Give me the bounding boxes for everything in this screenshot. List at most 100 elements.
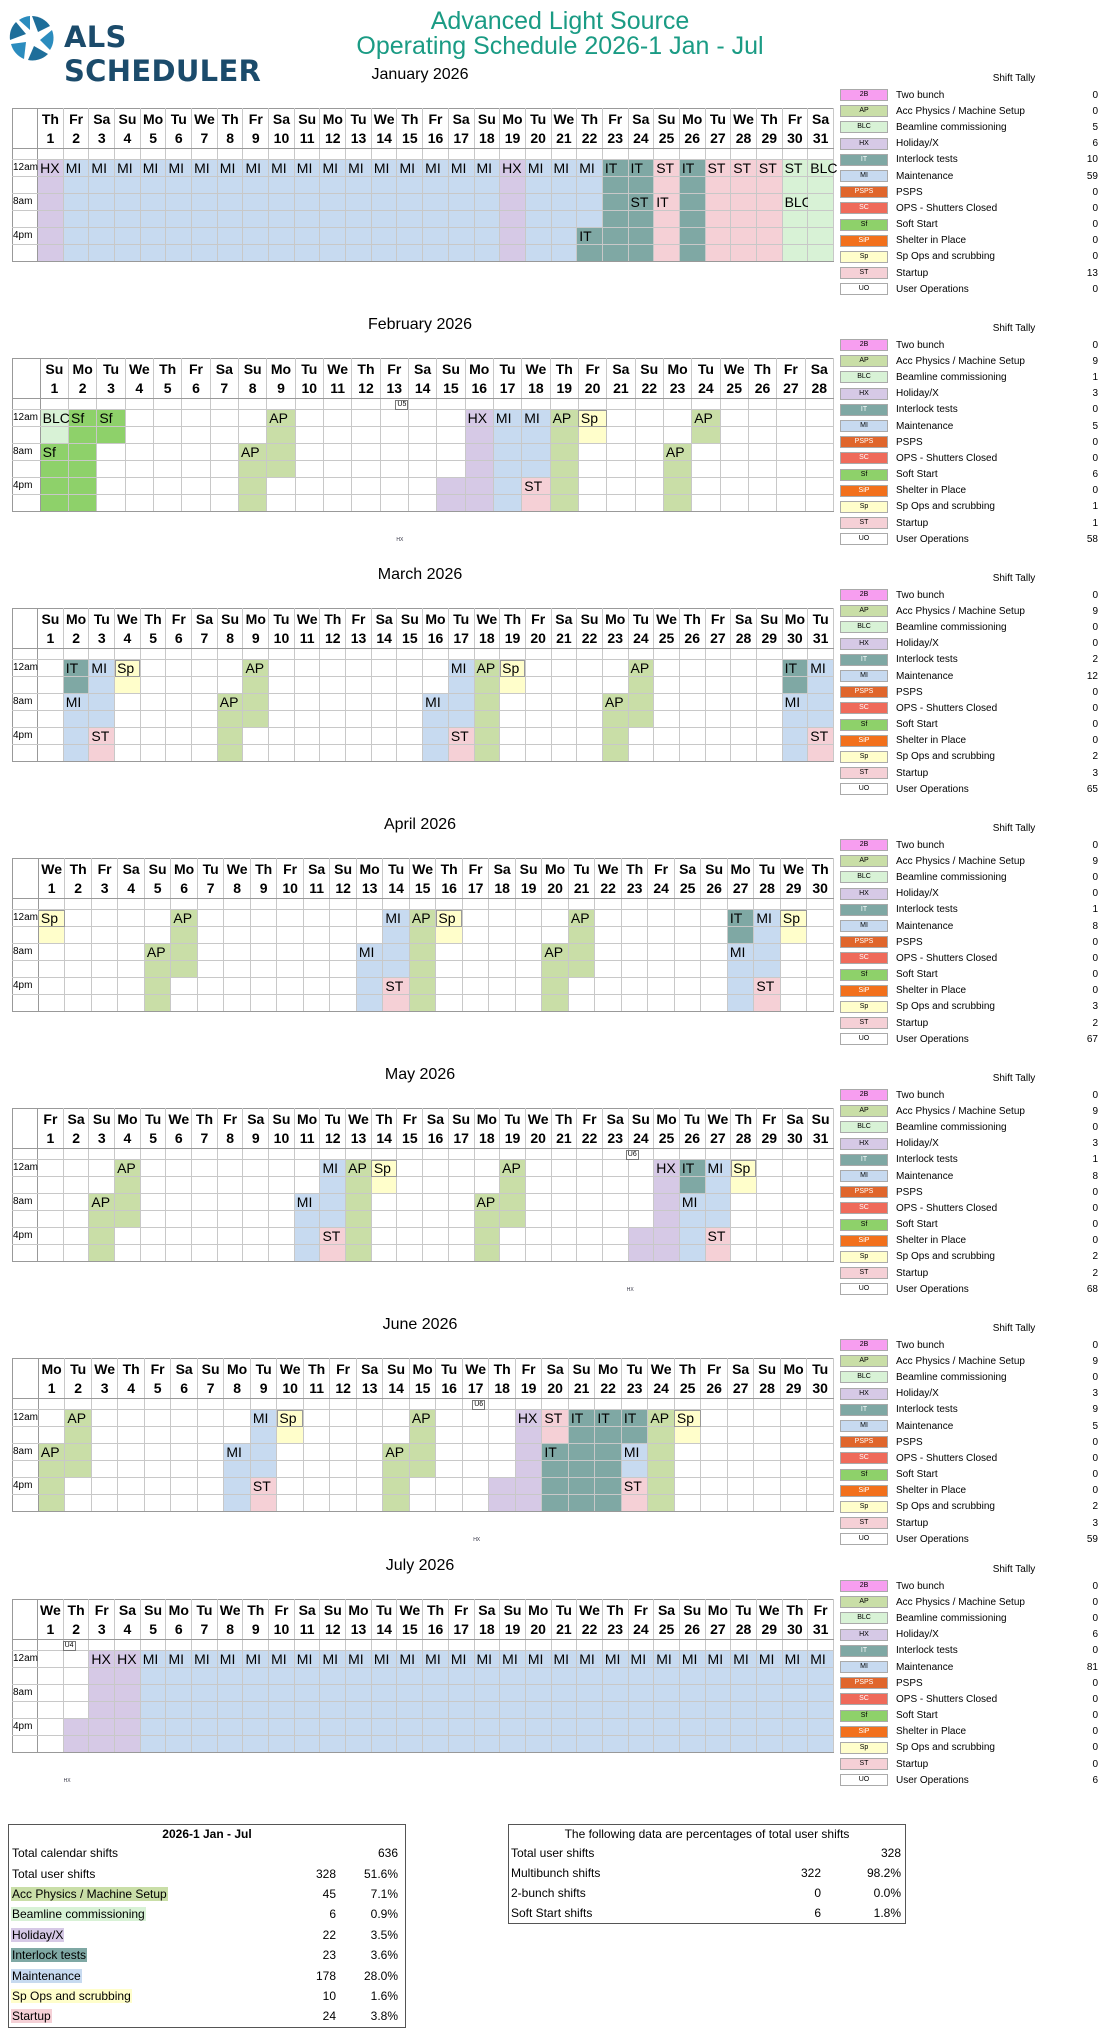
schedule-cell[interactable] <box>550 1667 578 1685</box>
schedule-cell[interactable]: Sp <box>577 409 608 427</box>
schedule-cell[interactable] <box>293 1684 321 1702</box>
schedule-cell[interactable] <box>319 244 347 262</box>
schedule-cell[interactable] <box>90 1409 119 1427</box>
schedule-cell[interactable]: MI <box>521 409 551 427</box>
schedule-cell[interactable] <box>302 994 331 1012</box>
schedule-cell[interactable]: MI <box>678 1193 706 1211</box>
schedule-cell[interactable] <box>634 443 664 461</box>
schedule-cell[interactable]: AP <box>237 443 268 461</box>
schedule-cell[interactable] <box>499 176 526 194</box>
schedule-cell[interactable] <box>473 727 501 745</box>
schedule-cell[interactable] <box>237 409 268 427</box>
schedule-cell[interactable] <box>88 176 116 194</box>
schedule-cell[interactable] <box>726 926 755 944</box>
schedule-cell[interactable] <box>601 210 629 228</box>
schedule-cell[interactable]: BLC <box>39 409 70 427</box>
schedule-cell[interactable] <box>62 1227 90 1245</box>
schedule-cell[interactable] <box>576 1244 603 1262</box>
schedule-cell[interactable] <box>268 193 295 211</box>
schedule-cell[interactable] <box>117 960 145 978</box>
schedule-cell[interactable] <box>435 994 463 1012</box>
schedule-cell[interactable] <box>627 1701 655 1719</box>
schedule-cell[interactable] <box>370 727 398 745</box>
schedule-cell[interactable] <box>276 909 304 927</box>
schedule-cell[interactable]: AP <box>567 909 596 927</box>
schedule-cell[interactable] <box>594 994 622 1012</box>
schedule-cell[interactable] <box>351 443 381 461</box>
schedule-cell[interactable] <box>779 977 808 995</box>
schedule-cell[interactable] <box>755 1176 783 1194</box>
schedule-cell[interactable] <box>396 1193 424 1211</box>
schedule-cell[interactable] <box>541 909 569 927</box>
schedule-cell[interactable] <box>293 676 321 694</box>
schedule-cell[interactable] <box>422 176 449 194</box>
schedule-cell[interactable] <box>627 1718 655 1736</box>
schedule-cell[interactable]: MI <box>753 909 781 927</box>
schedule-cell[interactable] <box>216 1735 244 1753</box>
schedule-cell[interactable] <box>755 1718 783 1736</box>
schedule-cell[interactable] <box>730 193 757 211</box>
schedule-cell[interactable] <box>755 244 783 262</box>
schedule-cell[interactable] <box>594 1477 622 1495</box>
schedule-cell[interactable] <box>355 1460 384 1478</box>
schedule-cell[interactable] <box>804 443 835 461</box>
schedule-cell[interactable] <box>139 744 167 762</box>
schedule-cell[interactable] <box>447 1159 475 1177</box>
schedule-cell[interactable] <box>577 494 608 512</box>
schedule-cell[interactable] <box>345 176 372 194</box>
schedule-cell[interactable] <box>114 210 141 228</box>
schedule-cell[interactable] <box>355 994 384 1012</box>
schedule-cell[interactable] <box>647 943 675 961</box>
schedule-cell[interactable] <box>514 1460 543 1478</box>
schedule-cell[interactable] <box>237 426 268 444</box>
schedule-cell[interactable] <box>730 676 757 694</box>
schedule-cell[interactable] <box>577 477 608 495</box>
schedule-cell[interactable] <box>601 1735 629 1753</box>
schedule-cell[interactable] <box>223 1477 251 1495</box>
schedule-cell[interactable] <box>319 227 347 245</box>
schedule-cell[interactable] <box>524 1210 552 1228</box>
schedule-cell[interactable] <box>124 409 154 427</box>
schedule-cell[interactable] <box>473 1735 501 1753</box>
schedule-cell[interactable] <box>249 909 278 927</box>
schedule-cell[interactable] <box>422 227 449 245</box>
schedule-cell[interactable] <box>196 1494 225 1512</box>
schedule-cell[interactable] <box>422 676 449 694</box>
schedule-cell[interactable] <box>351 426 381 444</box>
schedule-cell[interactable] <box>319 1667 347 1685</box>
schedule-cell[interactable] <box>730 1718 757 1736</box>
schedule-cell[interactable] <box>329 1477 357 1495</box>
schedule-cell[interactable] <box>499 710 526 728</box>
schedule-cell[interactable] <box>396 244 424 262</box>
schedule-cell[interactable] <box>165 1684 193 1702</box>
schedule-cell[interactable] <box>170 1477 198 1495</box>
schedule-cell[interactable] <box>730 710 757 728</box>
schedule-cell[interactable] <box>499 1667 526 1685</box>
schedule-cell[interactable] <box>807 244 834 262</box>
schedule-cell[interactable] <box>691 460 721 478</box>
schedule-cell[interactable] <box>499 1227 526 1245</box>
schedule-cell[interactable] <box>88 1227 116 1245</box>
schedule-cell[interactable] <box>96 494 126 512</box>
schedule-cell[interactable] <box>627 210 655 228</box>
schedule-cell[interactable] <box>806 1494 834 1512</box>
schedule-cell[interactable] <box>464 443 494 461</box>
schedule-cell[interactable] <box>268 1684 295 1702</box>
schedule-cell[interactable] <box>117 1409 145 1427</box>
schedule-cell[interactable] <box>514 926 543 944</box>
schedule-cell[interactable] <box>216 676 244 694</box>
schedule-cell[interactable] <box>447 676 475 694</box>
schedule-cell[interactable] <box>88 1667 116 1685</box>
schedule-cell[interactable] <box>196 909 225 927</box>
schedule-cell[interactable] <box>807 1210 834 1228</box>
schedule-cell[interactable] <box>249 1426 278 1444</box>
schedule-cell[interactable]: AP <box>691 409 721 427</box>
schedule-cell[interactable] <box>268 710 295 728</box>
schedule-cell[interactable] <box>117 1460 145 1478</box>
schedule-cell[interactable] <box>704 244 732 262</box>
schedule-cell[interactable] <box>345 1684 372 1702</box>
schedule-cell[interactable] <box>436 460 466 478</box>
schedule-cell[interactable] <box>88 676 116 694</box>
schedule-cell[interactable]: IT <box>620 1409 649 1427</box>
schedule-cell[interactable] <box>382 943 410 961</box>
